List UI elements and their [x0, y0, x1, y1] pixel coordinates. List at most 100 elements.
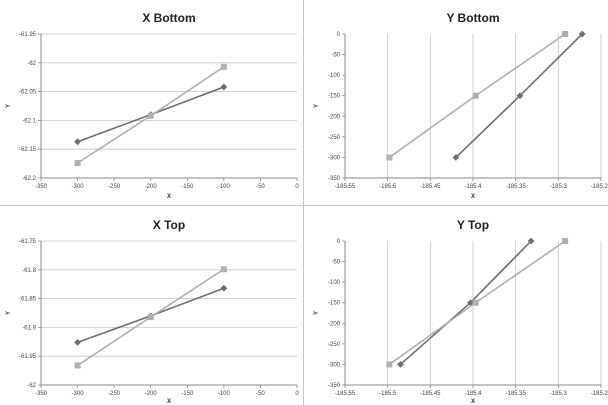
x-tick-label: -50	[256, 391, 265, 397]
y-tick-label: -62.2	[22, 176, 36, 182]
y-axis-title: Y	[314, 311, 320, 315]
data-point-diamond	[220, 284, 228, 292]
y-tick-label: -62	[27, 383, 36, 389]
y-axis-title: Y	[6, 104, 12, 108]
x-axis-title: X	[167, 399, 171, 405]
x-tick-label: -185.45	[420, 184, 441, 190]
data-point-square	[147, 112, 154, 119]
x-tick-label: -185.45	[420, 391, 441, 397]
data-point-diamond	[527, 237, 535, 245]
chart-y-top: Y Top -185.55 -185.5 -185.45 -185.4 -185.35 -1…	[314, 218, 608, 405]
y-tick-label: -250	[328, 342, 341, 348]
data-point-square	[472, 92, 479, 99]
x-tick-label: -200	[145, 184, 158, 190]
y-tick-label: -100	[328, 73, 341, 79]
x-tick-label: 0	[295, 184, 299, 190]
y-tick-label: -200	[328, 114, 341, 120]
chart-x-top: X Top -350 -300 -250 -200 -150 -100 -50 0 -61.75 -…	[6, 218, 299, 405]
data-point-square	[74, 362, 81, 369]
x-axis-title: X	[471, 399, 475, 405]
y-tick-label: -200	[328, 321, 341, 327]
data-point-diamond	[516, 92, 524, 100]
chart-title-x-bottom: X Bottom	[142, 11, 195, 25]
x-tick-label: -185.55	[335, 184, 356, 190]
horizontal-divider	[0, 205, 608, 206]
y-tick-label: 0	[337, 239, 341, 245]
x-tick-label: -300	[72, 391, 85, 397]
data-point-diamond	[74, 338, 81, 346]
x-tick-label: -250	[108, 184, 121, 190]
x-tick-label: -185.4	[464, 184, 482, 190]
y-tick-label: -61.8	[22, 268, 36, 274]
x-tick-label: -185.25	[591, 184, 608, 190]
data-point-square	[74, 160, 81, 167]
x-tick-label: -185.3	[550, 391, 568, 397]
data-point-diamond	[220, 83, 228, 91]
data-point-square	[147, 314, 154, 321]
y-axis-title: Y	[314, 104, 320, 108]
chart-panel-x-top: X Top -350 -300 -250 -200 -150 -100 -50 0 -61.75 -…	[0, 207, 304, 405]
y-tick-label: -62.1	[22, 118, 36, 124]
x-tick-label: -50	[256, 184, 265, 190]
x-tick-label: -185.3	[550, 184, 568, 190]
x-tick-label: -185.35	[505, 184, 526, 190]
y-tick-label: -61.95	[19, 32, 37, 38]
x-tick-label: -185.35	[505, 391, 526, 397]
y-tick-label: -62.15	[19, 147, 37, 153]
x-tick-label: -100	[218, 391, 231, 397]
x-tick-label: -150	[181, 184, 194, 190]
x-tick-label: -185.55	[335, 391, 356, 397]
data-point-square	[562, 31, 569, 37]
chart-panel-y-bottom: Y Bottom -185.55 -185.5 -185.45 -185.4 -185.3…	[304, 0, 608, 202]
data-point-square	[562, 238, 569, 244]
y-tick-label: -350	[328, 383, 341, 389]
x-tick-label: -350	[35, 391, 48, 397]
data-point-square	[220, 63, 227, 70]
y-tick-label: -61.85	[19, 297, 37, 303]
data-point-square	[220, 266, 227, 273]
data-point-square	[472, 299, 479, 306]
y-tick-label: -150	[328, 94, 341, 100]
x-tick-label: -250	[108, 391, 121, 397]
x-tick-label: -350	[35, 184, 48, 190]
y-tick-label: -150	[328, 301, 341, 307]
x-tick-label: -185.4	[464, 391, 482, 397]
vertical-divider	[303, 0, 304, 405]
x-axis-title: X	[471, 194, 475, 200]
y-tick-label: -62.05	[19, 90, 37, 96]
chart-x-bottom: X Bottom -350 -300 -250 -200 -150 -100 -50 0 -61.…	[6, 11, 299, 200]
y-tick-label: -61.95	[19, 354, 37, 360]
y-tick-label: -300	[328, 155, 341, 161]
data-point-diamond	[452, 154, 460, 161]
x-tick-label: -185.25	[591, 391, 608, 397]
y-tick-label: -100	[328, 280, 341, 286]
data-point-diamond	[578, 30, 586, 38]
x-tick-label: -185.5	[379, 184, 397, 190]
x-tick-label: -150	[181, 391, 194, 397]
chart-title-y-top: Y Top	[457, 218, 489, 232]
data-point-diamond	[397, 361, 404, 368]
y-axis-title: Y	[6, 311, 12, 315]
y-tick-label: -50	[331, 260, 340, 266]
data-point-square	[386, 361, 393, 368]
y-tick-label: -62	[27, 61, 36, 67]
x-tick-label: 0	[295, 391, 299, 397]
y-tick-label: -61.9	[22, 325, 36, 331]
data-point-diamond	[74, 138, 81, 146]
data-point-square	[386, 154, 393, 161]
chart-y-bottom: Y Bottom -185.55 -185.5 -185.45 -185.4 -185.3…	[314, 11, 608, 200]
x-tick-label: -300	[72, 184, 85, 190]
y-tick-label: -350	[328, 176, 341, 182]
y-tick-label: -300	[328, 362, 341, 368]
y-tick-label: -250	[328, 135, 341, 141]
x-tick-label: -200	[145, 391, 158, 397]
y-tick-label: -50	[331, 53, 340, 59]
y-tick-label: -61.75	[19, 239, 37, 245]
x-tick-label: -185.5	[379, 391, 397, 397]
chart-panel-x-bottom: X Bottom -350 -300 -250 -200 -150 -100 -50 0 -61.…	[0, 0, 304, 202]
x-tick-label: -100	[218, 184, 231, 190]
x-axis-title: X	[167, 194, 171, 200]
chart-panel-y-top: Y Top -185.55 -185.5 -185.45 -185.4 -185.35 -1…	[304, 207, 608, 405]
chart-title-x-top: X Top	[153, 218, 185, 232]
